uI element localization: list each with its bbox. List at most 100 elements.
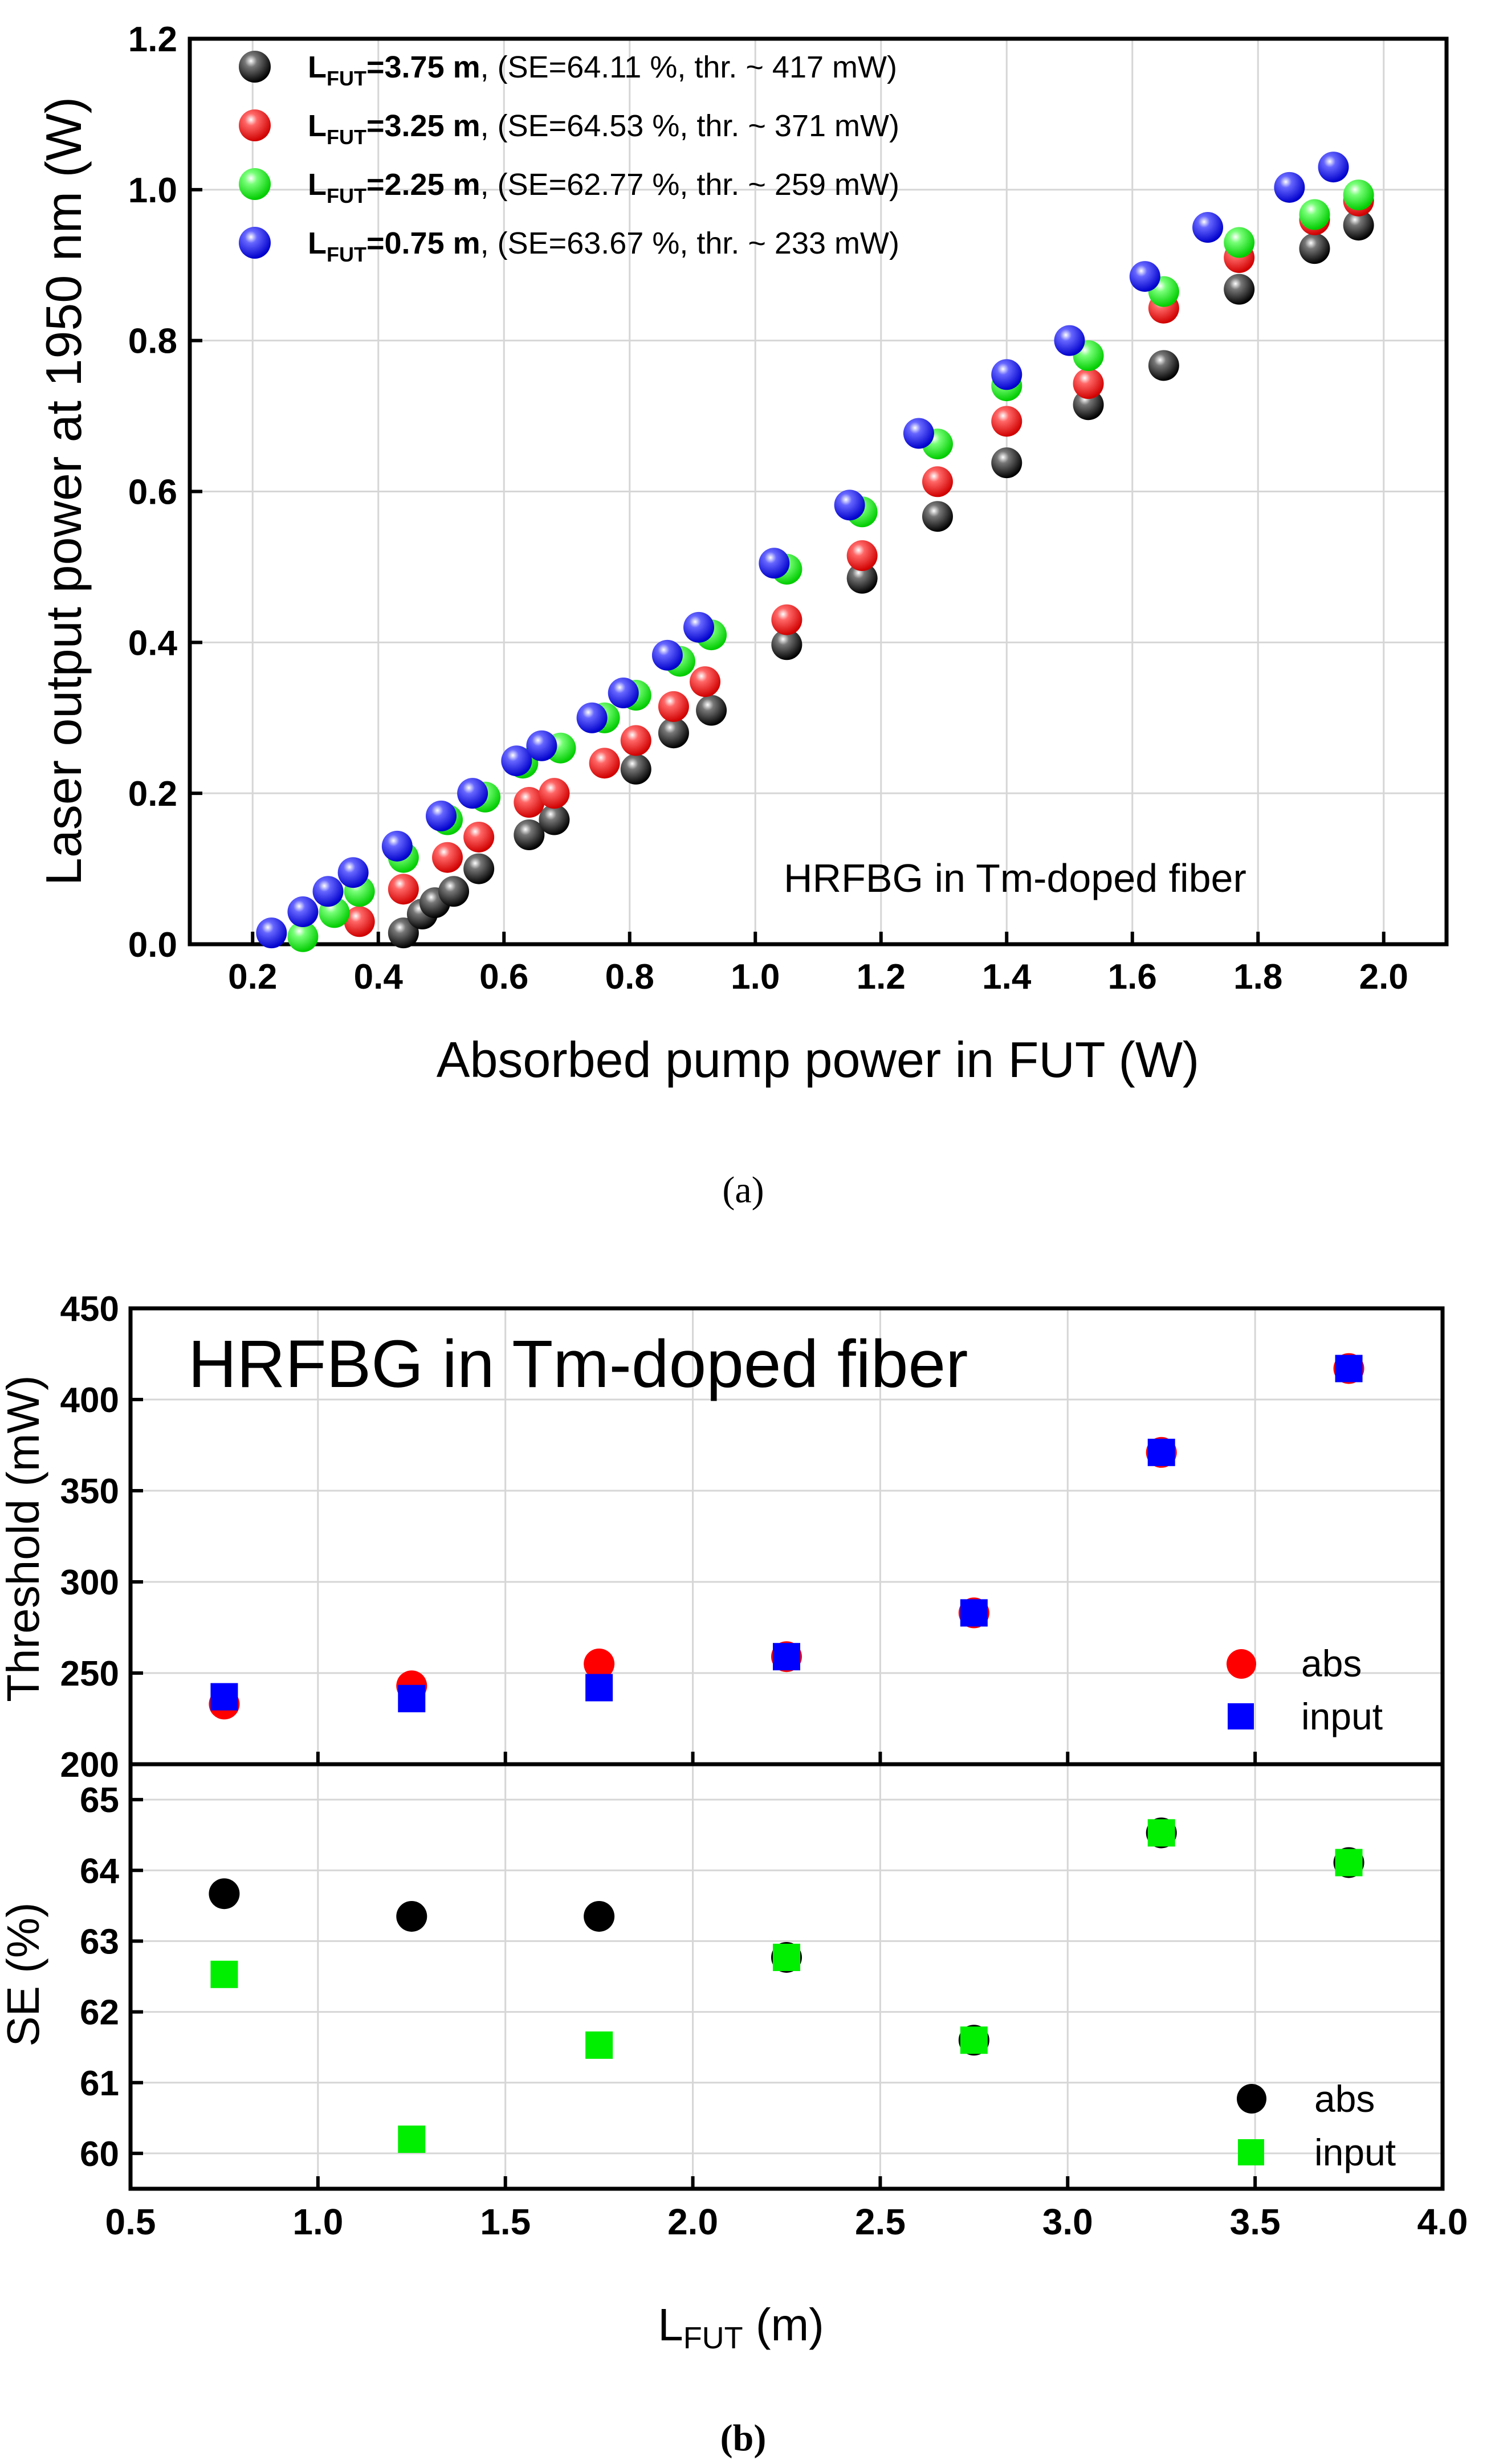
data-point-square — [960, 1599, 988, 1627]
chart-b-frame — [128, 1306, 1445, 2191]
chart-b-top: 200 250 300 350 400 450 HRFBG in Tm-doped fib… — [0, 1290, 1444, 1785]
data-point — [903, 418, 934, 449]
legend-marker-red — [239, 109, 271, 141]
data-point — [1274, 172, 1305, 203]
y-tick-label: 65 — [80, 1781, 119, 1820]
data-point — [683, 611, 715, 643]
data-point — [1192, 212, 1224, 243]
data-point — [658, 717, 689, 749]
chart-a-legend: LFUT=3.75 m, (SE=64.11 %, thr. ~ 417 mW)… — [239, 50, 899, 266]
x-tick-label: 0.4 — [354, 957, 404, 997]
data-point — [620, 753, 651, 785]
x-tick-label: 1.5 — [480, 2201, 531, 2242]
y-tick-label: 0.8 — [128, 322, 177, 361]
chart-a-points — [256, 152, 1374, 952]
data-point — [1343, 210, 1374, 241]
data-point — [457, 778, 488, 809]
data-point-circle — [209, 1878, 240, 1910]
chart-b-bottom-grid — [129, 1764, 1444, 2189]
data-point — [344, 906, 375, 937]
y-tick-label: 400 — [60, 1381, 119, 1420]
data-point-square — [1335, 1849, 1363, 1876]
y-tick-label: 350 — [60, 1472, 119, 1511]
chart-a-annotation: HRFBG in Tm-doped fiber — [784, 856, 1246, 900]
y-tick-label: 62 — [80, 1993, 119, 2033]
chart-b-bottom: 0.5 1.0 1.5 2.0 2.5 3.0 3.5 4.0 60 61 62 63 64 65 abs… — [0, 1764, 1468, 2355]
data-point — [1129, 261, 1160, 292]
chart-b-bottom-legend: abs input — [1237, 2078, 1396, 2173]
data-point — [696, 695, 727, 726]
y-tick-label: 0.6 — [128, 473, 177, 512]
data-point — [759, 548, 790, 579]
x-tick-label: 1.8 — [1233, 957, 1282, 997]
y-tick-label: 60 — [80, 2135, 119, 2174]
data-point-circle — [584, 1900, 615, 1932]
x-tick-label: 1.6 — [1108, 957, 1157, 997]
data-point — [1073, 389, 1104, 421]
data-point — [589, 748, 620, 779]
x-tick-label: 0.6 — [479, 957, 528, 997]
data-point — [1224, 227, 1255, 258]
data-point — [1054, 325, 1085, 356]
legend-marker-black-circle — [1237, 2084, 1266, 2114]
x-tick-label: 1.0 — [292, 2201, 343, 2242]
data-point — [690, 666, 721, 697]
data-point — [576, 702, 608, 733]
data-point — [426, 800, 457, 831]
data-point-square — [398, 1684, 426, 1712]
data-point-square — [585, 1674, 613, 1702]
data-point-square — [398, 2126, 426, 2153]
x-tick-label: 1.2 — [857, 957, 906, 997]
x-tick-label: 4.0 — [1417, 2201, 1468, 2242]
data-point — [991, 447, 1022, 479]
data-point — [256, 917, 287, 949]
data-point — [287, 896, 319, 928]
chart-b-top-ticks: 200 250 300 350 400 450 — [60, 1290, 1444, 1785]
data-point — [620, 725, 651, 756]
data-point — [539, 778, 570, 809]
data-point — [526, 730, 557, 761]
chart-b-top-legend: abs input — [1227, 1642, 1383, 1737]
y-tick-label: 63 — [80, 1922, 119, 1961]
data-point — [432, 842, 463, 873]
chart-a-ticks: 0.2 0.4 0.6 0.8 1.0 1.2 1.4 1.6 1.8 2.0 0.0 0.2 0.4 0… — [128, 20, 1408, 997]
y-tick-label: 450 — [60, 1290, 119, 1329]
y-tick-label: 61 — [80, 2064, 119, 2103]
data-point-square — [773, 1643, 800, 1671]
chart-b-bottom-y-axis-label: SE (%) — [0, 1902, 48, 2046]
y-tick-label: 0.4 — [128, 623, 178, 663]
legend-entry-2-25m: LFUT=2.25 m, (SE=62.77 %, thr. ~ 259 mW) — [239, 168, 899, 207]
y-tick-label: 0.0 — [128, 925, 177, 965]
legend-label: LFUT=3.25 m, (SE=64.53 %, thr. ~ 371 mW) — [308, 109, 899, 149]
legend-label: LFUT=2.25 m, (SE=62.77 %, thr. ~ 259 mW) — [308, 168, 899, 207]
data-point — [922, 466, 953, 497]
legend-marker-green-square — [1238, 2139, 1264, 2165]
legend-marker-blue-square — [1228, 1703, 1254, 1729]
data-point — [1073, 368, 1104, 399]
data-point — [991, 359, 1022, 390]
data-point — [608, 678, 639, 709]
data-point — [463, 821, 495, 852]
data-point-square — [210, 1683, 238, 1711]
y-tick-label: 200 — [60, 1745, 119, 1785]
data-point — [1299, 233, 1330, 264]
x-tick-label: 3.0 — [1042, 2201, 1093, 2242]
y-tick-label: 300 — [60, 1563, 119, 1602]
x-tick-label: 0.2 — [228, 957, 277, 997]
legend-label: LFUT=0.75 m, (SE=63.67 %, thr. ~ 233 mW) — [308, 226, 899, 266]
data-point — [658, 691, 689, 722]
x-tick-label: 0.8 — [605, 957, 654, 997]
legend-marker-red-circle — [1227, 1649, 1256, 1679]
chart-b-top-y-axis-label: Threshold (mW) — [0, 1375, 48, 1702]
data-point-square — [773, 1943, 800, 1971]
data-point — [651, 639, 683, 671]
data-point-square — [1147, 1438, 1175, 1466]
data-point — [771, 629, 802, 660]
data-point-circle — [584, 1649, 615, 1679]
data-point — [381, 830, 413, 862]
y-tick-label: 1.0 — [128, 171, 177, 210]
chart-a-x-axis-label: Absorbed pump power in FUT (W) — [437, 1031, 1199, 1088]
y-tick-label: 250 — [60, 1654, 119, 1694]
y-tick-label: 0.2 — [128, 774, 177, 814]
y-tick-label: 1.2 — [128, 20, 177, 59]
